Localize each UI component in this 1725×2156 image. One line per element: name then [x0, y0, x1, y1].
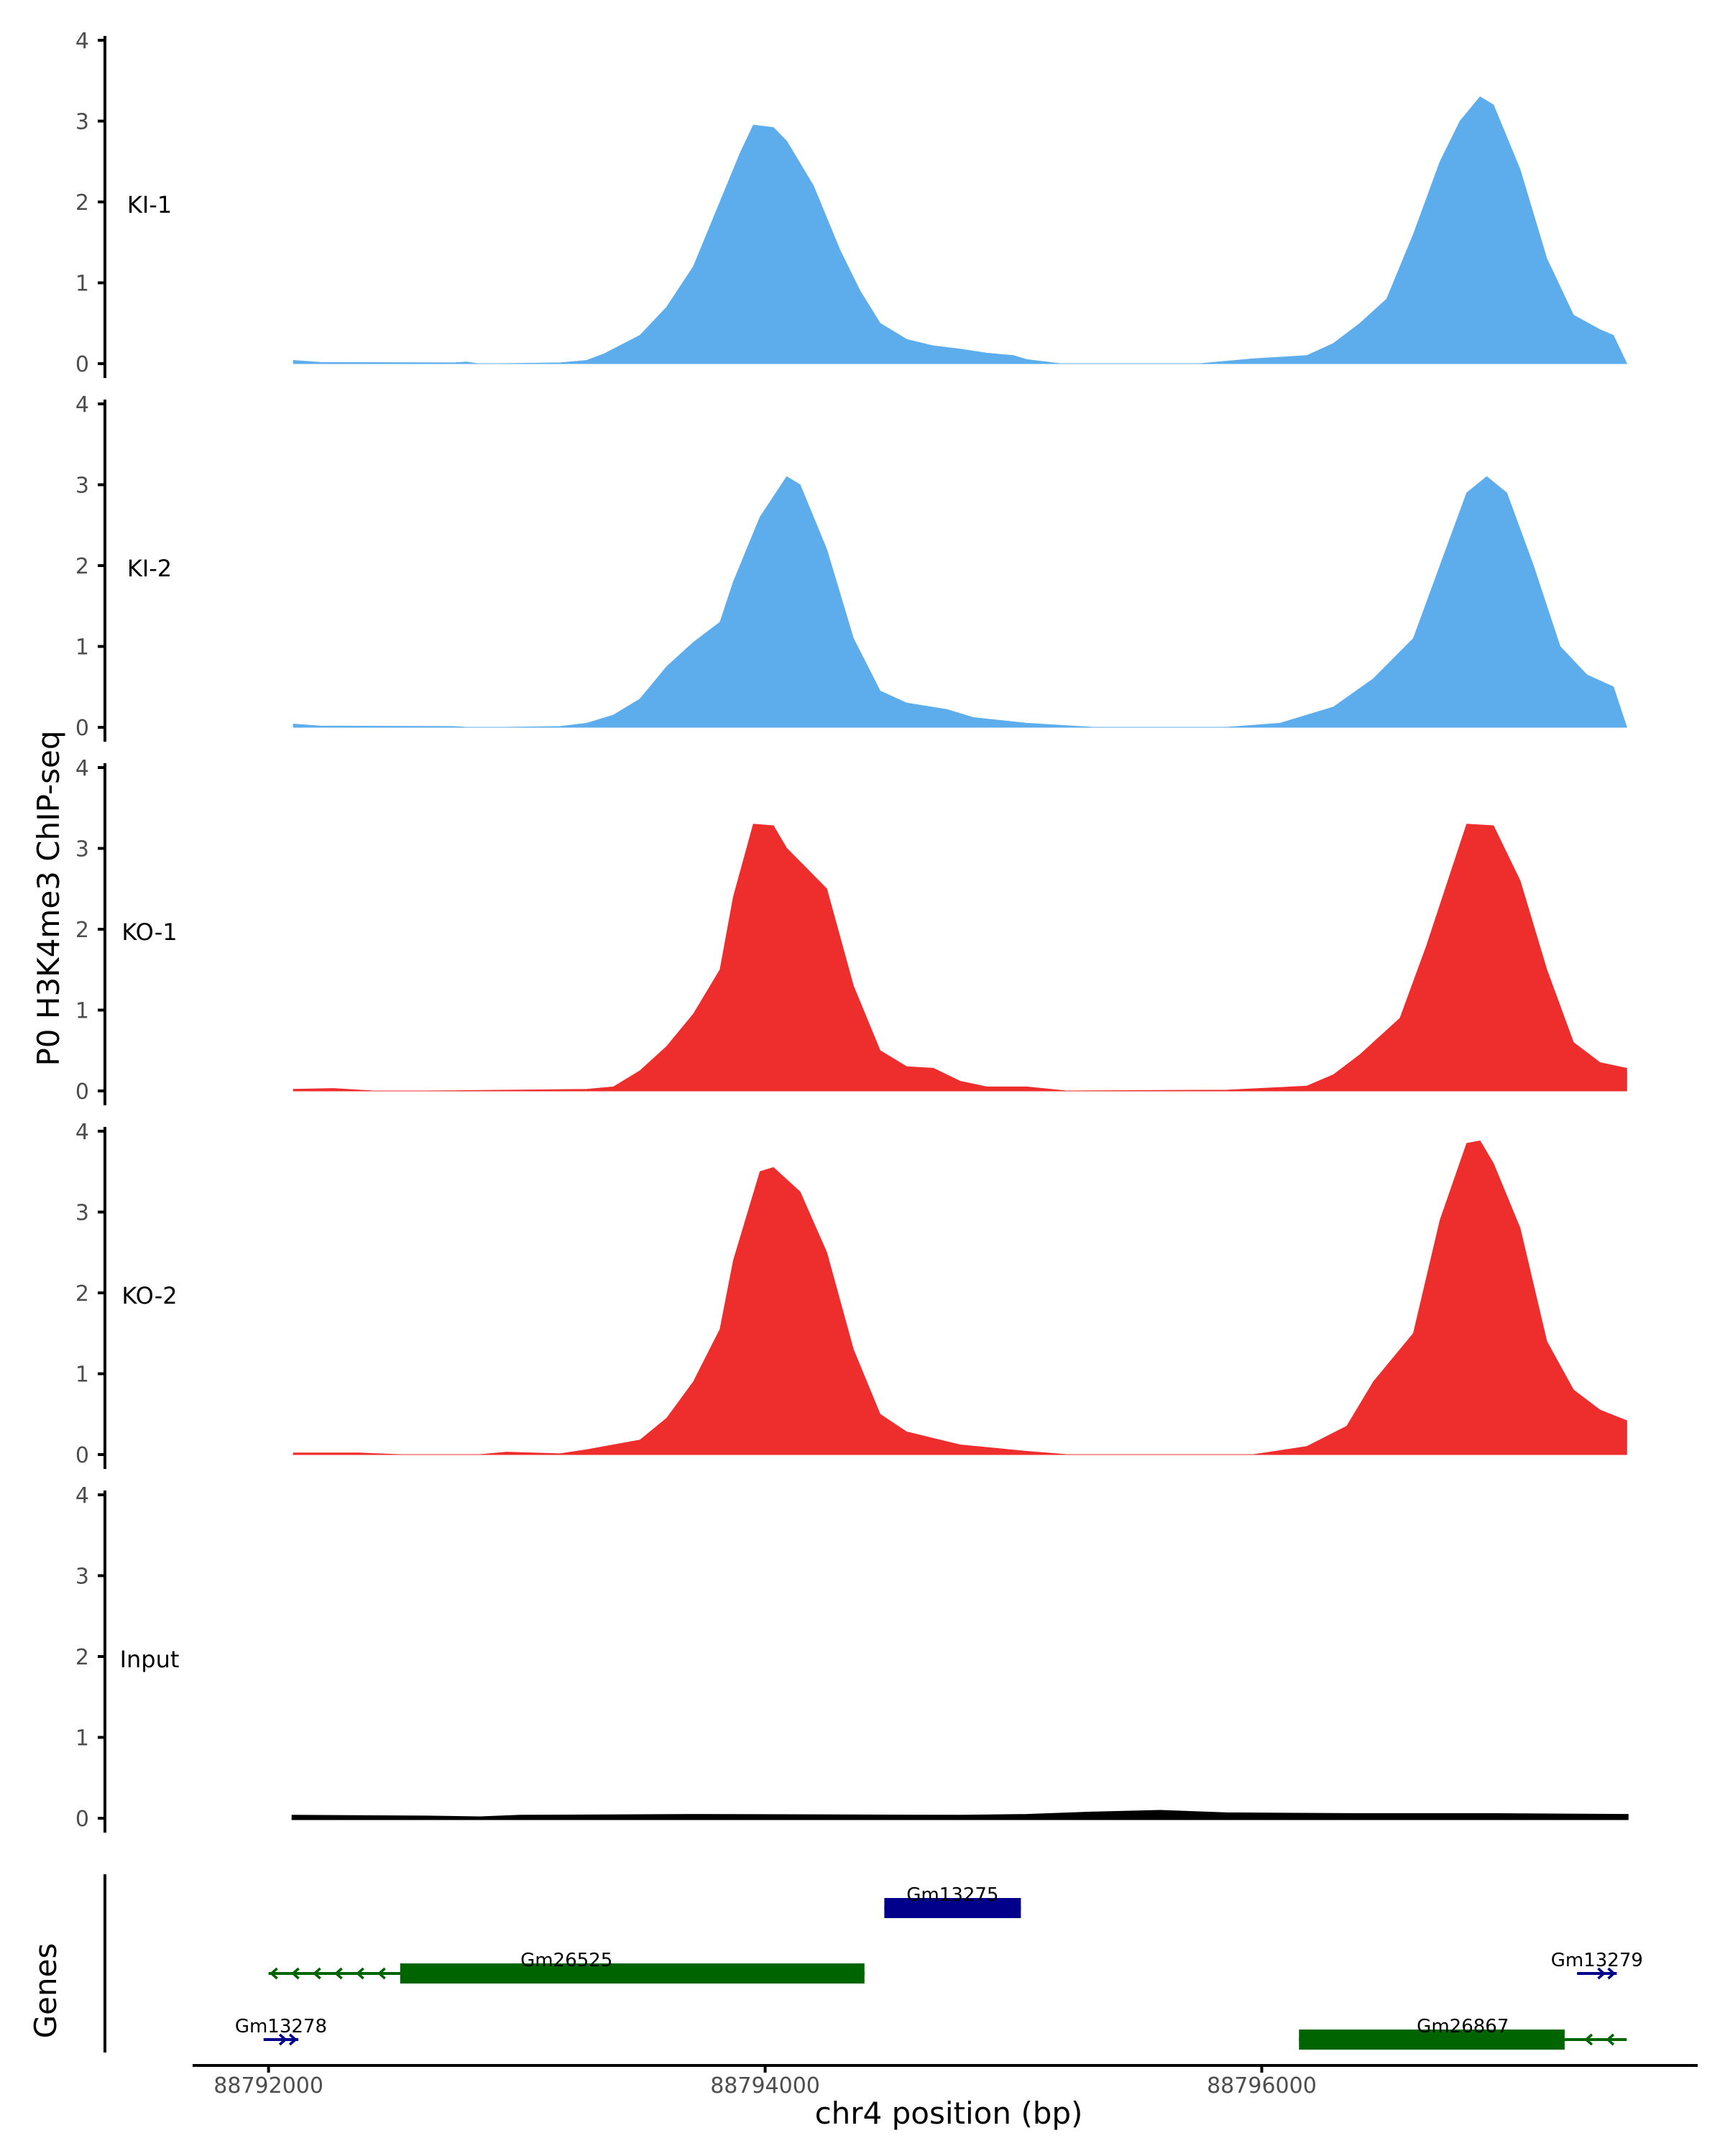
track-label: Input [120, 1646, 180, 1673]
y-axis-title: P0 H3K4me3 ChIP-seq [31, 730, 66, 1066]
track-label: KO-1 [121, 918, 177, 946]
gene-label: Gm13279 [1551, 1950, 1643, 1971]
x-axis: 88792000 88794000 88796000 [193, 2064, 1698, 2099]
gene-gm13278: Gm13278 [235, 2016, 327, 2046]
y-tick-label: 3 [75, 474, 89, 499]
y-tick-label: 1 [75, 999, 89, 1024]
track-input: 0 1 2 3 4 Input [75, 1483, 1629, 1833]
gene-gm13275: Gm13275 [884, 1884, 1021, 1918]
x-tick-label: 88794000 [710, 2073, 820, 2099]
track-ko-2: 0 1 2 3 4 KO-2 [75, 1120, 1627, 1469]
signal-area [293, 96, 1628, 364]
track-label: KO-2 [121, 1282, 177, 1309]
y-tick-label: 3 [75, 1201, 89, 1226]
gene-label: Gm26525 [520, 1950, 612, 1971]
y-tick-label: 4 [75, 29, 89, 54]
y-tick-label: 3 [75, 110, 89, 135]
y-tick-label: 1 [75, 272, 89, 297]
strand-arrow [288, 2033, 298, 2046]
y-tick-label: 4 [75, 756, 89, 781]
y-tick-label: 1 [75, 1726, 89, 1751]
y-tick-label: 2 [75, 190, 89, 216]
gene-exon [884, 1898, 1021, 1918]
y-tick-label: 3 [75, 1565, 89, 1590]
strand-arrow [355, 1967, 364, 1980]
strand-arrow [269, 1967, 278, 1980]
x-axis-title: chr4 position (bp) [815, 2096, 1083, 2131]
y-tick-label: 1 [75, 1363, 89, 1388]
track-label: KI-2 [127, 555, 172, 582]
strand-arrow [1607, 1967, 1616, 1980]
x-tick-label: 88792000 [213, 2073, 323, 2099]
gene-gm26867: Gm26867 [1299, 2016, 1627, 2050]
strand-arrow [1597, 1967, 1606, 1980]
strand-arrow [1606, 2033, 1615, 2046]
y-tick-label: 3 [75, 837, 89, 862]
gene-annotation-panel: Gm13275 Gm26525 Gm13279 Gm13278 Gm26867 [104, 1874, 1643, 2053]
y-tick-label: 0 [75, 1079, 89, 1105]
strand-arrow [278, 2033, 288, 2046]
y-tick-label: 2 [75, 1281, 89, 1307]
signal-area [293, 1140, 1627, 1455]
y-tick-label: 2 [75, 918, 89, 943]
track-label: KI-1 [127, 191, 172, 218]
strand-arrow [290, 1967, 300, 1980]
signal-area [291, 1810, 1629, 1820]
strand-arrow [312, 1967, 321, 1980]
y-tick-label: 0 [75, 1443, 89, 1468]
track-ki-2: 0 1 2 3 4 KI-2 [75, 392, 1627, 742]
y-tick-label: 2 [75, 554, 89, 579]
y-tick-label: 0 [75, 1807, 89, 1832]
y-tick-label: 0 [75, 716, 89, 741]
gene-label: Gm13278 [235, 2016, 327, 2037]
strand-arrow [334, 1967, 343, 1980]
genes-axis-title: Genes [28, 1943, 63, 2039]
gene-exon [1299, 2030, 1565, 2050]
y-tick-label: 1 [75, 635, 89, 660]
gene-gm26525: Gm26525 [268, 1950, 865, 1984]
gene-exon [400, 1963, 865, 1984]
strand-arrow [377, 1967, 386, 1980]
strand-arrow [1584, 2033, 1593, 2046]
signal-area [293, 824, 1627, 1092]
track-ki-1: 0 1 2 3 4 KI-1 [75, 29, 1628, 378]
gene-label: Gm26867 [1417, 2016, 1509, 2037]
signal-area [293, 476, 1627, 728]
signal-tracks: 0 1 2 3 4 KI-1 0 1 2 3 4 KI-2 0 1 2 3 4 KO-1 0 1 2 3 4 KO-2 0 1 2 3… [75, 29, 1629, 1833]
y-tick-label: 2 [75, 1645, 89, 1670]
y-tick-label: 0 [75, 352, 89, 377]
y-tick-label: 4 [75, 392, 89, 418]
y-tick-label: 4 [75, 1483, 89, 1508]
y-tick-label: 4 [75, 1120, 89, 1145]
gene-gm13279: Gm13279 [1551, 1950, 1643, 1980]
x-tick-label: 88796000 [1207, 2073, 1317, 2099]
track-ko-1: 0 1 2 3 4 KO-1 [75, 756, 1627, 1105]
gene-label: Gm13275 [906, 1884, 998, 1906]
